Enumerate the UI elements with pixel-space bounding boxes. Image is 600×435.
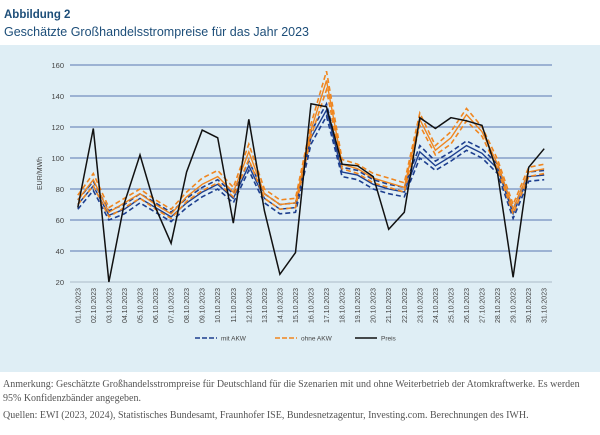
x-tick-label: 07.10.2023 (169, 288, 176, 323)
x-tick-label: 18.10.2023 (340, 288, 347, 323)
x-tick-label: 08.10.2023 (184, 288, 191, 323)
remark-text: Anmerkung: Geschätzte Großhandelsstrompr… (3, 379, 580, 404)
y-tick-label: 80 (56, 185, 64, 194)
series-line (77, 108, 545, 218)
legend-item: ohne AKW (275, 336, 333, 343)
x-tick-label: 03.10.2023 (106, 288, 113, 323)
legend-label: mit AKW (221, 336, 247, 343)
series-ohne-akw (77, 70, 545, 220)
y-tick-label: 60 (56, 216, 64, 225)
figure-heading: Abbildung 2 Geschätzte Großhandelsstromp… (0, 0, 600, 46)
x-tick-label: 01.10.2023 (75, 288, 82, 323)
confidence-band-upper (77, 70, 545, 211)
chart-panel: 20 40 60 80 100 120 140 160 EUR/MWh 01.10.2023 02.… (0, 45, 600, 372)
line-chart: 20 40 60 80 100 120 140 160 EUR/MWh 01.10.2023 02.… (37, 61, 552, 343)
x-tick-label: 23.10.2023 (417, 288, 424, 323)
x-tick-label: 04.10.2023 (122, 288, 129, 323)
x-tick-label: 20.10.2023 (371, 288, 378, 323)
x-tick-label: 27.10.2023 (480, 288, 487, 323)
x-tick-label: 15.10.2023 (293, 288, 300, 323)
legend-label: Preis (381, 336, 397, 343)
y-axis-label: EUR/MWh (37, 157, 44, 190)
x-tick-label: 16.10.2023 (309, 288, 316, 323)
x-tick-label: 29.10.2023 (511, 288, 518, 323)
x-tick-label: 13.10.2023 (262, 288, 269, 323)
x-tick-label: 11.10.2023 (231, 288, 238, 323)
figure-notes: Anmerkung: Geschätzte Großhandelsstrompr… (0, 378, 596, 423)
x-tick-label: 24.10.2023 (433, 288, 440, 323)
x-tick-label: 21.10.2023 (386, 288, 393, 323)
legend-label: ohne AKW (301, 336, 333, 343)
legend-item: Preis (355, 336, 397, 343)
legend: mit AKW ohne AKW Preis (195, 336, 397, 343)
x-tick-label: 14.10.2023 (277, 288, 284, 323)
series-preis (77, 102, 545, 283)
x-tick-label: 06.10.2023 (153, 288, 160, 323)
series-line (77, 102, 545, 283)
y-tick-label: 160 (51, 61, 64, 70)
sources-text: Quellen: EWI (2023, 2024), Statistisches… (3, 410, 529, 421)
legend-item: mit AKW (195, 336, 247, 343)
x-tick-label: 30.10.2023 (526, 288, 533, 323)
figure-label: Abbildung 2 (4, 9, 71, 21)
y-tick-label: 140 (51, 92, 64, 101)
x-tick-label: 12.10.2023 (246, 288, 253, 323)
y-tick-label: 120 (51, 123, 64, 132)
x-tick-label: 09.10.2023 (200, 288, 207, 323)
x-tick-label: 26.10.2023 (464, 288, 471, 323)
y-tick-label: 40 (56, 247, 64, 256)
x-tick-label: 25.10.2023 (448, 288, 455, 323)
x-tick-label: 28.10.2023 (495, 288, 502, 323)
x-tick-label: 22.10.2023 (402, 288, 409, 323)
x-tick-label: 02.10.2023 (91, 288, 98, 323)
y-tick-label: 20 (56, 278, 64, 287)
x-tick-label: 05.10.2023 (137, 288, 144, 323)
x-tick-label: 17.10.2023 (324, 288, 331, 323)
x-tick-label: 31.10.2023 (542, 288, 549, 323)
figure-title: Geschätzte Großhandelsstrompreise für da… (4, 25, 310, 39)
x-tick-label: 19.10.2023 (355, 288, 362, 323)
confidence-band-lower (77, 114, 545, 223)
series-line (77, 80, 545, 215)
x-tick-label: 10.10.2023 (215, 288, 222, 323)
y-tick-label: 100 (51, 154, 64, 163)
